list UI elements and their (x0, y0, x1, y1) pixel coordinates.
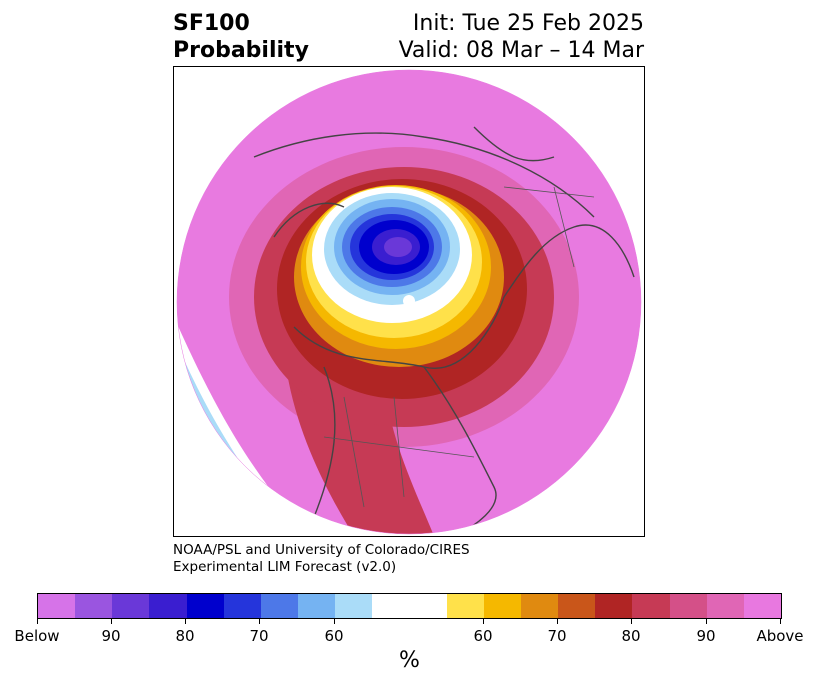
colorbar-segment (112, 594, 150, 618)
colorbar-tick (185, 619, 186, 624)
colorbar-tick (557, 619, 558, 624)
pole-marker (403, 295, 415, 307)
colorbar-tick (334, 619, 335, 624)
colorbar-tick-label: 80 (175, 627, 195, 645)
init-date: Init: Tue 25 Feb 2025 (412, 11, 644, 36)
colorbar-segment (706, 594, 744, 618)
colorbar-segment (149, 594, 187, 618)
colorbar-tick-label: 80 (621, 627, 641, 645)
credit-line-1: NOAA/PSL and University of Colorado/CIRE… (173, 542, 470, 558)
colorbar-segment (743, 594, 782, 618)
colorbar-ticks: Below 90 80 70 60 60 70 80 90 Above (14, 619, 804, 649)
colorbar-tick-label: 90 (696, 627, 716, 645)
colorbar-tick (706, 619, 707, 624)
colorbar-tick-label: 60 (473, 627, 493, 645)
colorbar-segment (223, 594, 261, 618)
colorbar (37, 593, 782, 619)
colorbar-segment (669, 594, 707, 618)
colorbar-segment (38, 594, 76, 618)
map-panel (173, 66, 645, 537)
credit-text: NOAA/PSL and University of Colorado/CIRE… (173, 542, 470, 576)
colorbar-segment (483, 594, 522, 618)
forecast-dates: Init: Tue 25 Feb 2025 Valid: 08 Mar – 14… (399, 10, 644, 64)
coastlines (253, 126, 635, 534)
colorbar-segment (186, 594, 224, 618)
colorbar-tick (37, 619, 38, 624)
colorbar-segment (558, 594, 596, 618)
colorbar-tick-label: 90 (101, 627, 121, 645)
credit-line-2: Experimental LIM Forecast (v2.0) (173, 559, 397, 575)
probability-map (176, 69, 642, 535)
colorbar-segment (298, 594, 336, 618)
colorbar-tick (259, 619, 260, 624)
colorbar-segment (372, 594, 447, 618)
colorbar-tick-label: 70 (547, 627, 567, 645)
low-violet (384, 237, 412, 257)
colorbar-segment (446, 594, 484, 618)
colorbar-tick (111, 619, 112, 624)
colorbar-tick-label: Below (14, 627, 60, 645)
colorbar-unit: % (399, 648, 420, 673)
colorbar-tick (780, 619, 781, 624)
colorbar-tick (631, 619, 632, 624)
borders (323, 186, 595, 508)
colorbar-tick (483, 619, 484, 624)
colorbar-segment (632, 594, 670, 618)
colorbar-segment (595, 594, 633, 618)
colorbar-segment (335, 594, 373, 618)
colorbar-segment (521, 594, 559, 618)
chart-title: SF100 Probability (173, 11, 309, 63)
colorbar-segment (75, 594, 113, 618)
colorbar-segment (260, 594, 299, 618)
colorbar-tick-label: Above (756, 627, 804, 645)
colorbar-tick-label: 70 (249, 627, 269, 645)
valid-date: Valid: 08 Mar – 14 Mar (398, 38, 644, 63)
colorbar-tick-label: 60 (324, 627, 344, 645)
